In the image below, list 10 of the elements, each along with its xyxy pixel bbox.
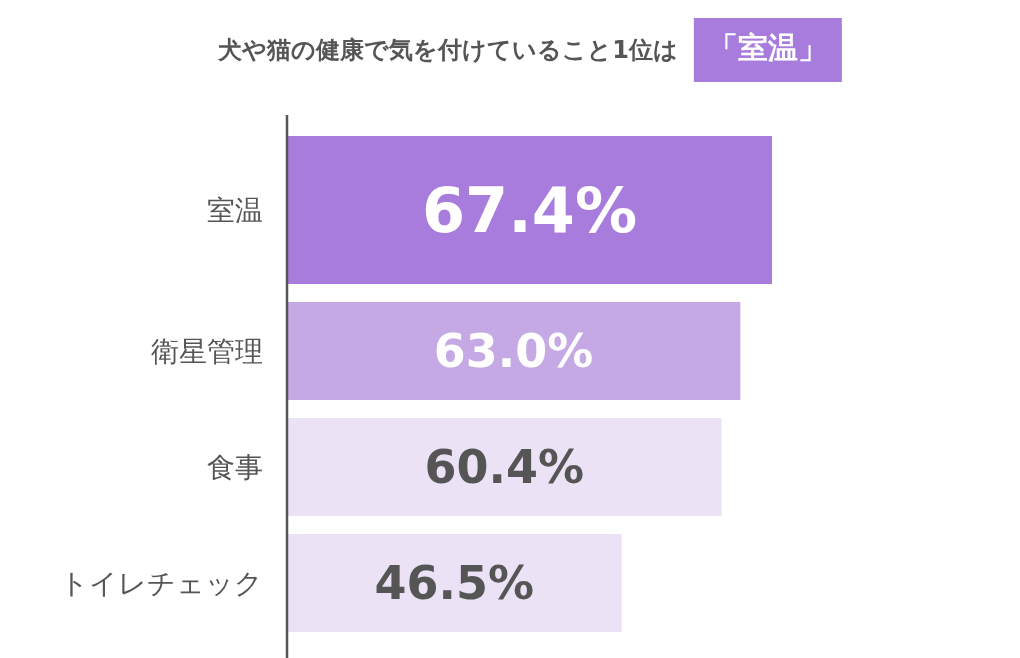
data-label: 46.5% (374, 556, 535, 610)
subtitle: 「室温」 (707, 30, 828, 65)
title: 犬や猫の健康で気を付けていること1位は (218, 36, 678, 64)
data-label: 67.4% (421, 173, 638, 247)
y-tick-label: 食事 (207, 450, 263, 484)
data-label: 60.4% (424, 440, 585, 494)
data-label: 63.0% (433, 324, 594, 378)
y-tick-label: トイレチェック (60, 566, 263, 600)
y-tick-label: 衛星管理 (151, 334, 263, 368)
y-tick-label: 室温 (207, 193, 263, 227)
